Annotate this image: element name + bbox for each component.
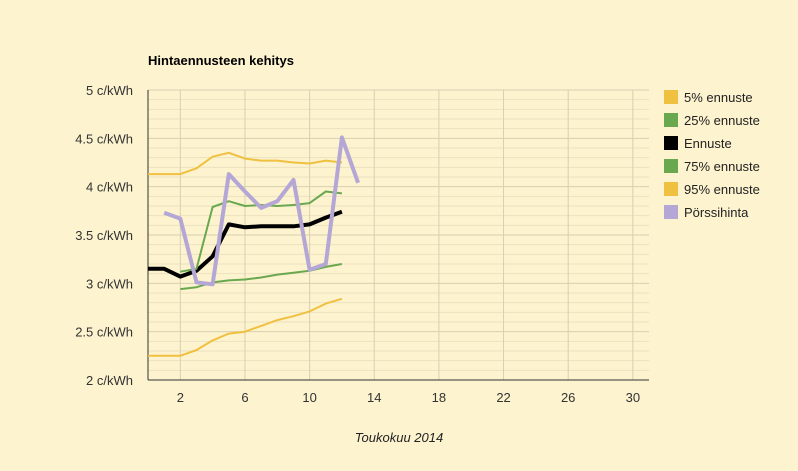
legend-label: 25% ennuste: [684, 113, 760, 128]
series-line-3: [180, 190, 343, 273]
y-tick-label: 2.5 c/kWh: [75, 325, 133, 340]
y-tick-label: 4 c/kWh: [86, 180, 133, 195]
legend-label: 75% ennuste: [684, 159, 760, 174]
legend-swatch: [664, 90, 678, 104]
x-tick-label: 26: [561, 390, 575, 405]
series-line-2: [148, 209, 343, 279]
legend-label: 5% ennuste: [684, 90, 753, 105]
legend-swatch: [664, 205, 678, 219]
legend-swatch: [664, 136, 678, 150]
legend-label: 95% ennuste: [684, 182, 760, 197]
legend-swatch: [664, 113, 678, 127]
series-lines: [148, 135, 360, 357]
grid: [148, 89, 649, 381]
series-line-5: [163, 135, 360, 287]
y-axis-ticks: 2 c/kWh 2.5 c/kWh 3 c/kWh 3.5 c/kWh 4 c/kWh 4…: [75, 83, 133, 388]
y-tick-label: 3 c/kWh: [86, 276, 133, 291]
axes: [147, 90, 649, 381]
x-tick-label: 6: [241, 390, 248, 405]
legend-swatch: [664, 182, 678, 196]
x-tick-label: 22: [496, 390, 510, 405]
y-tick-label: 4.5 c/kWh: [75, 131, 133, 146]
series-line-0: [148, 297, 343, 357]
x-axis-label: Toukokuu 2014: [355, 430, 443, 445]
x-tick-label: 2: [177, 390, 184, 405]
chart-title: Hintaennusteen kehitys: [148, 53, 294, 68]
x-axis-ticks: 2 6 10 14 18 22 26 30: [177, 390, 640, 405]
y-tick-label: 2 c/kWh: [86, 373, 133, 388]
legend-swatch: [664, 159, 678, 173]
x-tick-label: 14: [367, 390, 381, 405]
series-line-4: [148, 151, 343, 176]
y-tick-label: 5 c/kWh: [86, 83, 133, 98]
legend-label: Ennuste: [684, 136, 732, 151]
x-tick-label: 18: [432, 390, 446, 405]
legend: 5% ennuste 25% ennuste Ennuste 75% ennuste 9…: [664, 90, 760, 220]
legend-label: Pörssihinta: [684, 205, 749, 220]
x-tick-label: 10: [302, 390, 316, 405]
x-tick-label: 30: [626, 390, 640, 405]
y-tick-label: 3.5 c/kWh: [75, 228, 133, 243]
